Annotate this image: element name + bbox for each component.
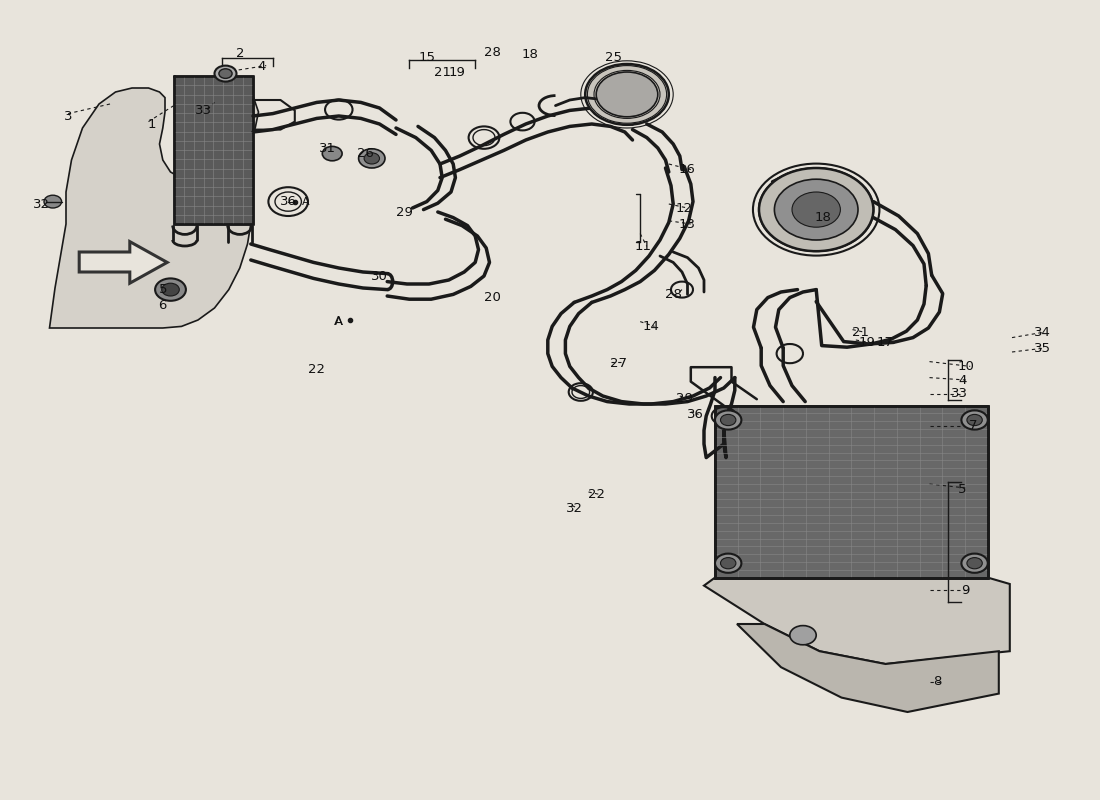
Circle shape: [162, 283, 179, 296]
Circle shape: [364, 153, 380, 164]
Text: 19: 19: [858, 336, 876, 349]
Circle shape: [774, 179, 858, 240]
Text: 21: 21: [433, 66, 451, 78]
Text: 29: 29: [675, 392, 693, 405]
Text: 2: 2: [235, 47, 244, 60]
Text: 33: 33: [195, 104, 212, 117]
Text: 31: 31: [319, 142, 337, 154]
Circle shape: [961, 410, 988, 430]
Text: 1: 1: [147, 118, 156, 130]
Text: 28: 28: [484, 46, 502, 58]
Text: 5: 5: [958, 483, 967, 496]
Text: 3: 3: [64, 110, 73, 122]
Circle shape: [759, 168, 873, 251]
Text: 32: 32: [33, 198, 51, 210]
Text: 4: 4: [257, 60, 266, 73]
Circle shape: [359, 149, 385, 168]
Text: 21: 21: [851, 326, 869, 338]
Circle shape: [214, 66, 236, 82]
Text: 4: 4: [958, 374, 967, 386]
Text: 18: 18: [814, 211, 832, 224]
Text: 36: 36: [279, 195, 297, 208]
Text: 18: 18: [521, 48, 539, 61]
Circle shape: [715, 410, 741, 430]
Circle shape: [790, 626, 816, 645]
Polygon shape: [704, 578, 1010, 664]
Text: A: A: [302, 197, 309, 206]
Circle shape: [219, 69, 232, 78]
Text: 33: 33: [950, 387, 968, 400]
Text: 6: 6: [158, 299, 167, 312]
Text: 8: 8: [933, 675, 942, 688]
Text: 16: 16: [679, 163, 696, 176]
Text: 35: 35: [1034, 342, 1052, 354]
Text: 22: 22: [308, 363, 326, 376]
Circle shape: [596, 72, 658, 117]
Circle shape: [715, 554, 741, 573]
Polygon shape: [79, 242, 167, 283]
Polygon shape: [715, 406, 988, 578]
Text: 13: 13: [679, 218, 696, 230]
Text: 29: 29: [396, 206, 414, 218]
Circle shape: [720, 558, 736, 569]
Text: 20: 20: [484, 291, 502, 304]
Text: A: A: [334, 315, 343, 328]
Text: 22: 22: [587, 488, 605, 501]
Text: 27: 27: [609, 358, 627, 370]
Circle shape: [720, 414, 736, 426]
Text: 12: 12: [675, 202, 693, 214]
Text: 14: 14: [642, 320, 660, 333]
Text: 11: 11: [635, 240, 652, 253]
Text: 7: 7: [969, 419, 978, 432]
Circle shape: [961, 554, 988, 573]
Circle shape: [322, 146, 342, 161]
Text: 15: 15: [418, 51, 436, 64]
Text: 34: 34: [1034, 326, 1052, 338]
Text: A: A: [336, 317, 342, 326]
Circle shape: [44, 195, 62, 208]
Text: 10: 10: [957, 360, 975, 373]
Text: 25: 25: [605, 51, 623, 64]
Polygon shape: [50, 86, 258, 328]
Text: 30: 30: [371, 270, 388, 282]
Text: 19: 19: [448, 66, 465, 78]
Text: 9: 9: [961, 584, 970, 597]
Text: 28: 28: [664, 288, 682, 301]
Polygon shape: [737, 624, 999, 712]
Text: 36: 36: [686, 408, 704, 421]
Polygon shape: [174, 76, 253, 224]
Circle shape: [155, 278, 186, 301]
Text: 32: 32: [565, 502, 583, 514]
Circle shape: [792, 192, 840, 227]
Text: 17: 17: [877, 336, 894, 349]
Text: 5: 5: [158, 283, 167, 296]
Circle shape: [967, 414, 982, 426]
Text: 26: 26: [356, 147, 374, 160]
Circle shape: [967, 558, 982, 569]
Circle shape: [585, 64, 669, 125]
